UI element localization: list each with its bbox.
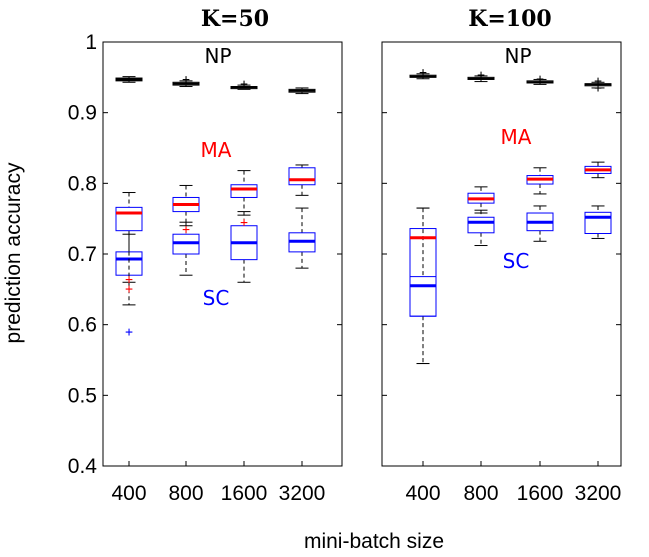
box-iqr xyxy=(230,184,258,198)
outlier-marker: + xyxy=(125,282,133,297)
y-tick-label: 0.6 xyxy=(68,314,97,337)
x-axis-label: mini-batch size xyxy=(304,530,444,553)
x-tick-label: 1600 xyxy=(517,482,564,505)
np-box: + xyxy=(409,66,437,81)
x-tick-label: 1600 xyxy=(221,482,268,505)
series-annotations: NP MA SC xyxy=(201,44,232,310)
box-iqr xyxy=(409,276,437,317)
panel-title: K=50 xyxy=(201,6,269,32)
ma-box xyxy=(526,167,554,195)
outlier-marker: + xyxy=(182,73,190,88)
outlier-marker: + xyxy=(240,77,248,92)
y-tick-label: 0.8 xyxy=(68,172,97,195)
y-tick-label: 0.4 xyxy=(68,455,98,478)
panel-marks: 400 800 1600 3200+ + + ++ xyxy=(381,41,622,505)
np-box: + xyxy=(172,73,200,88)
ma-box: + xyxy=(230,170,258,230)
panel-k100: K=100 400 800 1600 3200+ + + ++ NP MA SC xyxy=(381,6,622,505)
ma-box xyxy=(409,207,437,365)
outlier-marker: + xyxy=(594,81,602,96)
plot-frame xyxy=(381,41,622,467)
box-iqr xyxy=(467,216,495,234)
x-tick-label: 800 xyxy=(168,482,203,505)
x-tick-label: 3200 xyxy=(575,482,622,505)
sc-box xyxy=(526,205,554,242)
y-tick-label: 1 xyxy=(85,31,97,54)
outlier-marker: + xyxy=(182,223,190,238)
box-iqr xyxy=(584,211,612,235)
np-label: NP xyxy=(504,44,531,68)
box-iqr xyxy=(288,167,316,186)
np-label: NP xyxy=(204,44,231,68)
sc-label: SC xyxy=(203,286,230,310)
ma-box xyxy=(584,161,612,179)
outlier-marker: + xyxy=(125,273,133,288)
y-tick-label: 0.5 xyxy=(68,384,97,407)
outlier-marker: + xyxy=(594,74,602,89)
ma-box: ++ xyxy=(115,192,143,297)
sc-box xyxy=(467,209,495,247)
ma-box: + xyxy=(172,184,200,238)
np-box xyxy=(115,76,143,83)
x-tick-label: 800 xyxy=(463,482,498,505)
sc-box xyxy=(584,205,612,239)
box-iqr xyxy=(115,206,143,232)
y-tick-label: 0.7 xyxy=(68,243,97,266)
outlier-marker: + xyxy=(240,215,248,230)
outlier-marker: + xyxy=(477,68,485,83)
y-axis-label: prediction accuracy xyxy=(2,162,25,343)
sc-label: SC xyxy=(503,249,530,273)
np-box: + xyxy=(467,68,495,83)
x-tick-label: 400 xyxy=(111,482,146,505)
ma-label: MA xyxy=(201,138,232,162)
box-iqr xyxy=(409,228,437,317)
np-box: + xyxy=(230,77,258,92)
plot-frame xyxy=(102,41,343,467)
y-tick-label: 0.9 xyxy=(68,102,97,125)
np-box xyxy=(288,87,316,95)
ma-box xyxy=(288,164,316,196)
outlier-marker: + xyxy=(419,66,427,81)
ma-box xyxy=(467,186,495,214)
outlier-marker: + xyxy=(125,325,133,340)
panel-title: K=100 xyxy=(468,6,551,32)
sc-box xyxy=(288,207,316,269)
series-annotations: NP MA SC xyxy=(501,44,532,273)
np-box: ++ xyxy=(584,74,612,96)
outlier-marker: + xyxy=(536,72,544,87)
np-box: + xyxy=(526,72,554,87)
x-tick-label: 3200 xyxy=(279,482,326,505)
ma-label: MA xyxy=(501,125,532,149)
x-tick-label: 400 xyxy=(405,482,440,505)
